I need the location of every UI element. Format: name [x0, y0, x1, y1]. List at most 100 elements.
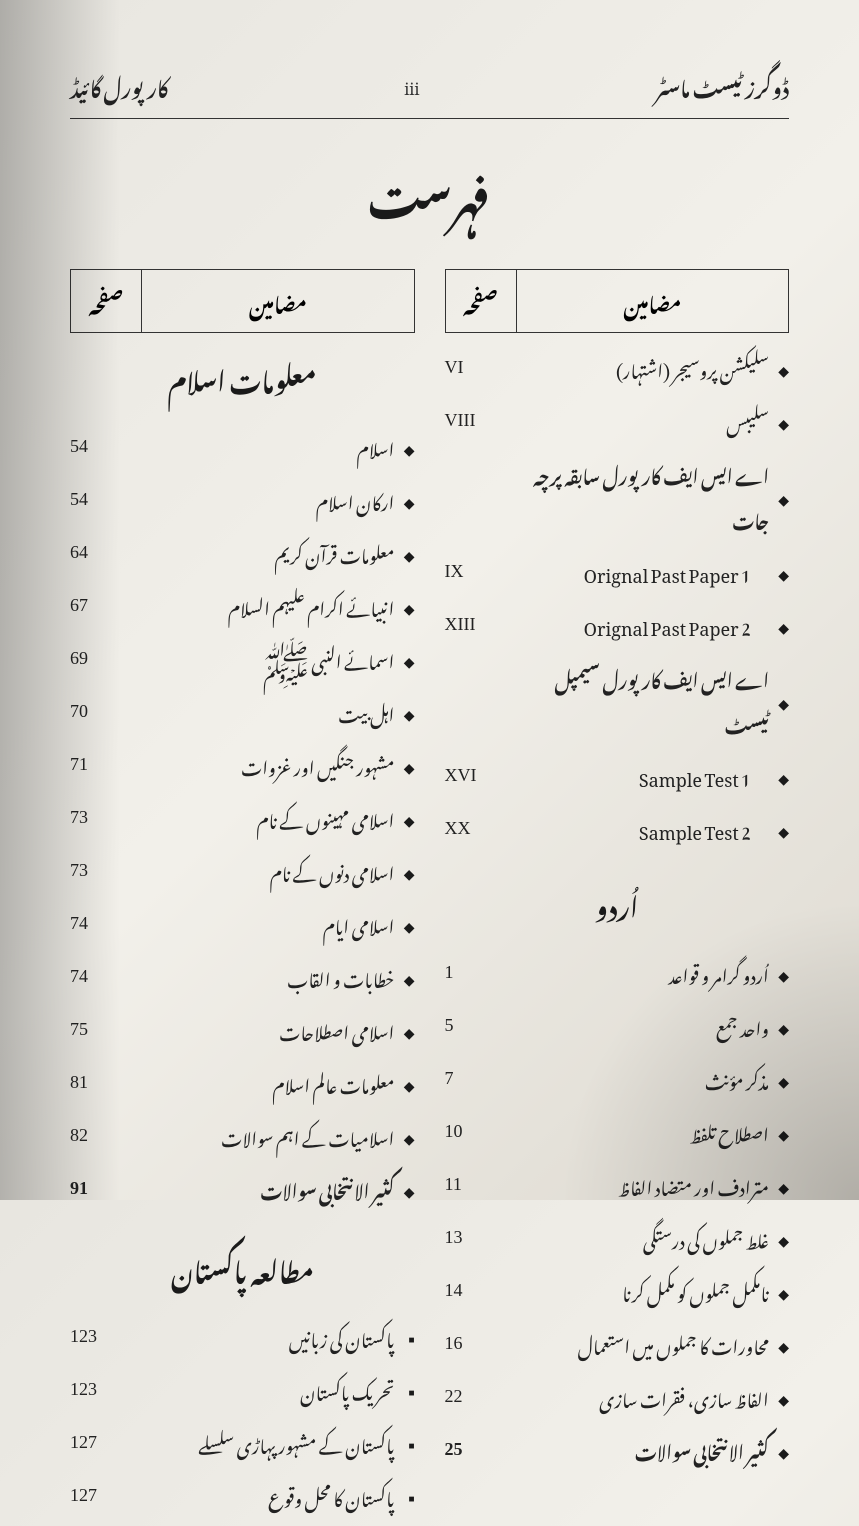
toc-row: ◆کثیر الانتخابی سوالات91: [70, 1166, 415, 1211]
toc-row: ◆سلیکشن پروسیجر (اشتہار)VI: [445, 345, 790, 390]
diamond-icon: ◆: [401, 482, 415, 517]
section-title-urdu: اُردو: [445, 871, 790, 936]
diamond-icon: ◆: [775, 607, 789, 642]
toc-row: ◆نامکمل جملوں کو مکمل کرنا14: [445, 1268, 790, 1313]
diamond-icon: ◆: [775, 955, 789, 990]
toc-row: ◆کثیر الانتخابی سوالات25: [445, 1427, 790, 1472]
diamond-icon: ◆: [775, 1061, 789, 1096]
toc-page: 54: [70, 436, 140, 457]
diamond-icon: ◆: [401, 429, 415, 464]
toc-row: ◆اسلامی ایام74: [70, 901, 415, 946]
page-number-roman: iii: [404, 65, 419, 105]
diamond-icon: ◆: [775, 1432, 789, 1467]
diamond-icon: ◆: [401, 1065, 415, 1100]
diamond-icon: ◆: [775, 1220, 789, 1255]
toc-row: ◆اہل بیت70: [70, 689, 415, 734]
toc-topic: اسلامی اصطلاحات: [140, 1007, 401, 1052]
square-icon: ■: [401, 1377, 415, 1402]
section-title-islam: معلومات اسلام: [70, 345, 415, 410]
toc-row: ◆اسلامی دنوں کے نام73: [70, 848, 415, 893]
toc-page: 74: [70, 913, 140, 934]
toc-row: ■پاکستان کے مشہور پہاڑی سلسلے127: [70, 1420, 415, 1465]
col-header-topic: مضامین: [516, 270, 789, 332]
toc-page: 82: [70, 1125, 140, 1146]
toc-columns: مضامین صفحہ معلومات اسلام ◆اسلام54◆ارکان…: [70, 269, 789, 1526]
diamond-icon: ◆: [401, 853, 415, 888]
toc-topic: اُردو گرامر و قواعد: [515, 950, 776, 995]
diamond-icon: ◆: [775, 403, 789, 438]
toc-page: 127: [70, 1432, 140, 1453]
toc-page: 10: [445, 1121, 515, 1142]
toc-page: 81: [70, 1072, 140, 1093]
col-header-topic: مضامین: [141, 270, 414, 332]
toc-page: 67: [70, 595, 140, 616]
toc-page: 14: [445, 1280, 515, 1301]
toc-topic: Orignal Past Paper 1: [515, 549, 776, 594]
toc-page: 73: [70, 807, 140, 828]
toc-row: ◆غلط جملوں کی درستگی13: [445, 1215, 790, 1260]
toc-topic: انبیائے اکرام علیہم السلام: [140, 583, 401, 628]
toc-topic: پاکستان کی زبانیں: [140, 1314, 401, 1359]
toc-page: VI: [445, 357, 515, 378]
toc-page: VIII: [445, 410, 515, 431]
diamond-icon: ◆: [775, 1273, 789, 1308]
toc-topic: تحریک پاکستان: [140, 1367, 401, 1412]
diamond-icon: ◆: [775, 1008, 789, 1043]
toc-topic: اسمائے النبی ﷺ: [140, 636, 401, 681]
toc-topic: نامکمل جملوں کو مکمل کرنا: [515, 1268, 776, 1313]
toc-topic: غلط جملوں کی درستگی: [515, 1215, 776, 1260]
toc-row: ◆مذکر مؤنث7: [445, 1056, 790, 1101]
toc-page: 64: [70, 542, 140, 563]
col-header-left: مضامین صفحہ: [70, 269, 415, 333]
toc-row: ■تحریک پاکستان123: [70, 1367, 415, 1412]
toc-topic: Sample Test 1: [515, 753, 776, 798]
toc-topic: اسلامی ایام: [140, 901, 401, 946]
toc-page: IX: [445, 561, 515, 582]
diamond-icon: ◆: [775, 683, 789, 718]
right-column: مضامین صفحہ ◆سلیکشن پروسیجر (اشتہار)VI◆س…: [445, 269, 790, 1526]
diamond-icon: ◆: [401, 1012, 415, 1047]
toc-topic: اہل بیت: [140, 689, 401, 734]
toc-row: ◆واحد جمع5: [445, 1003, 790, 1048]
diamond-icon: ◆: [775, 811, 789, 846]
toc-row: ◆Orignal Past Paper 2XIII: [445, 602, 790, 647]
toc-topic: اے ایس ایف کارپورل سابقہ پرچہ جات: [515, 451, 776, 541]
diamond-icon: ◆: [401, 1171, 415, 1206]
toc-row: ■پاکستان کا محل وقوع127: [70, 1473, 415, 1518]
toc-row: ◆اے ایس ایف کارپورل سیمپل ٹیسٹ: [445, 655, 790, 745]
diamond-icon: ◆: [401, 1118, 415, 1153]
header-right-text: ڈوگرز ٹیسٹ ماسٹر: [656, 60, 789, 110]
toc-topic: کثیر الانتخابی سوالات: [140, 1166, 401, 1211]
toc-topic: پاکستان کے مشہور پہاڑی سلسلے: [140, 1420, 401, 1465]
diamond-icon: ◆: [401, 694, 415, 729]
toc-row: ◆اسلام54: [70, 424, 415, 469]
toc-row: ◆مترادف اور متضاد الفاظ11: [445, 1162, 790, 1207]
diamond-icon: ◆: [401, 959, 415, 994]
diamond-icon: ◆: [401, 800, 415, 835]
toc-page: XX: [445, 818, 515, 839]
toc-row: ◆ارکان اسلام54: [70, 477, 415, 522]
col-header-page: صفحہ: [446, 270, 516, 332]
toc-row: ◆الفاظ سازی، فقرات سازی22: [445, 1374, 790, 1419]
toc-page: 127: [70, 1485, 140, 1506]
square-icon: ■: [401, 1483, 415, 1508]
diamond-icon: ◆: [401, 535, 415, 570]
toc-topic: مترادف اور متضاد الفاظ: [515, 1162, 776, 1207]
toc-page: 5: [445, 1015, 515, 1036]
toc-page: 75: [70, 1019, 140, 1040]
toc-row: ◆اسلامی مہینوں کے نام73: [70, 795, 415, 840]
toc-topic: Orignal Past Paper 2: [515, 602, 776, 647]
toc-page: 73: [70, 860, 140, 881]
toc-topic: اسلام: [140, 424, 401, 469]
toc-page: 70: [70, 701, 140, 722]
toc-row: ◆خطابات و القاب74: [70, 954, 415, 999]
toc-page: 54: [70, 489, 140, 510]
toc-row: ◆Sample Test 1XVI: [445, 753, 790, 798]
toc-row: ◆محاورات کا جملوں میں استعمال16: [445, 1321, 790, 1366]
header-left-text: کارپورل گائیڈ: [70, 60, 168, 110]
toc-page: 11: [445, 1174, 515, 1195]
toc-page: 123: [70, 1326, 140, 1347]
toc-row: ◆اے ایس ایف کارپورل سابقہ پرچہ جات: [445, 451, 790, 541]
diamond-icon: ◆: [401, 588, 415, 623]
toc-row: ◆Sample Test 2XX: [445, 806, 790, 851]
